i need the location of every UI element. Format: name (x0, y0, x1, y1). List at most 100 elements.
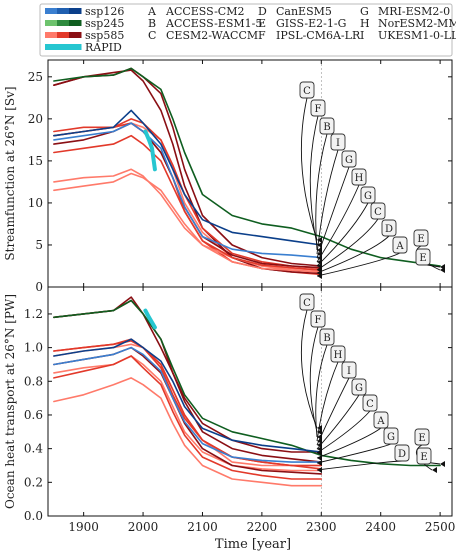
label-arrow (300, 309, 318, 429)
model-label-box (373, 411, 389, 429)
model-label-text: G (355, 383, 363, 394)
model-label-text: D (398, 449, 406, 460)
y-tick-label: 0.6 (24, 408, 43, 422)
legend-model-name: MRI-ESM2-0 (378, 5, 450, 18)
model-label-box (310, 99, 326, 117)
model-label-text: B (323, 333, 330, 344)
legend-model-name: CanESM5 (276, 5, 332, 18)
model-label-text: E (418, 433, 425, 444)
y-tick-label: 0 (35, 280, 43, 294)
x-tick-label: 2200 (247, 520, 278, 534)
arrow-head (317, 429, 322, 435)
y-tick-label: 1.0 (24, 341, 43, 355)
label-arrow (316, 443, 392, 464)
model-label-box (319, 328, 335, 346)
model-label-text: G (387, 432, 395, 443)
model-label-box (394, 444, 410, 462)
y-tick-label: 25 (28, 70, 43, 84)
arrow-head (440, 461, 445, 467)
plot-frame (47, 286, 453, 517)
model-label-box (413, 229, 429, 247)
y-tick-label: 0.2 (24, 475, 43, 489)
legend-label-ssp245: ssp245 (85, 17, 124, 30)
model-label-box (319, 117, 335, 135)
series-line-ssp585-F (53, 355, 323, 472)
legend-swatch-part (69, 32, 82, 38)
y-tick-label: 0.0 (24, 509, 43, 523)
model-label-box (392, 236, 408, 254)
label-arrow (316, 149, 339, 255)
legend-model-name: NorESM2-MM (378, 17, 456, 30)
model-label-text: E (419, 253, 426, 264)
arrow-head (317, 467, 322, 473)
arrow-head (317, 450, 322, 456)
y-axis-label: Ocean heat transport at 26°N [PW] (3, 294, 17, 509)
model-label-box (416, 447, 432, 465)
label-arrow (316, 166, 350, 259)
model-label-text: C (303, 298, 311, 309)
y-tick-label: 1.2 (24, 307, 43, 321)
arrow-head (440, 264, 445, 270)
legend-swatch-RAPID (45, 44, 82, 50)
legend-swatch-part (57, 32, 70, 38)
series-line-ssp585-D (53, 377, 323, 487)
label-arrow (316, 184, 360, 263)
legend-swatch-part (45, 32, 58, 38)
model-label-box (341, 150, 357, 168)
label-arrow (316, 252, 401, 277)
series-line-ssp585-D (53, 172, 323, 273)
legend-swatch-part (45, 44, 82, 50)
legend-swatch-part (57, 20, 70, 26)
series-line-ssp585-F (53, 168, 323, 272)
model-label-text: H (334, 350, 343, 361)
legend-swatch-ssp585 (45, 32, 82, 38)
legend-model-letter: A (147, 5, 157, 18)
panel-heat-transport: 1900 2000 2100 2200 2300 2400 2500 0.0 0.2 0.4 0.6… (3, 286, 455, 534)
series-line-ssp585-G (53, 134, 323, 272)
legend-model-letter: G (360, 5, 369, 18)
legend-label-ssp126: ssp126 (85, 5, 124, 18)
model-label-text: C (366, 399, 374, 410)
series-line-ssp585-E (53, 67, 323, 267)
model-label-box (341, 361, 357, 379)
label-arrow (316, 394, 360, 450)
model-label-text: F (315, 104, 322, 115)
legend-model-name: GISS-E2-1-G (276, 17, 346, 30)
legend-model-name: UKESM1-0-LL (378, 29, 456, 42)
series-line-ssp585-G (53, 355, 323, 480)
y-tick-label: 0.4 (24, 442, 43, 456)
model-label-text: C (303, 86, 311, 97)
series-line-ssp585-I (53, 122, 323, 269)
legend-model-letter: C (148, 29, 156, 42)
legend-frame (39, 3, 453, 57)
model-label-text: F (315, 315, 322, 326)
legend-swatch-part (69, 8, 82, 14)
model-label-text: A (395, 241, 404, 252)
y-tick-label: 15 (28, 154, 43, 168)
legend-swatch-part (69, 20, 82, 26)
model-label-text: H (355, 173, 364, 184)
arrow-head (317, 273, 322, 279)
model-label-box (351, 168, 367, 186)
model-label-text: I (347, 366, 351, 377)
model-label-box (415, 248, 431, 266)
label-arrow (316, 361, 339, 442)
legend-model-name: IPSL-CM6A-LR (276, 29, 361, 42)
series-line-RAPID-rapid (143, 129, 157, 172)
label-arrow (316, 202, 369, 267)
label-arrow (315, 133, 328, 251)
x-tick-label: 1900 (68, 520, 99, 534)
arrow-head (317, 237, 322, 243)
legend-model-letter: E (258, 17, 266, 30)
series-line-ssp126-C (53, 109, 323, 246)
label-arrow (309, 326, 319, 433)
model-label-box (330, 345, 346, 363)
model-label-text: A (376, 416, 385, 427)
series-line-ssp126-A (53, 122, 323, 259)
arrow-head (317, 434, 322, 440)
model-label-text: I (336, 138, 340, 149)
legend-model-letter: H (360, 17, 370, 30)
